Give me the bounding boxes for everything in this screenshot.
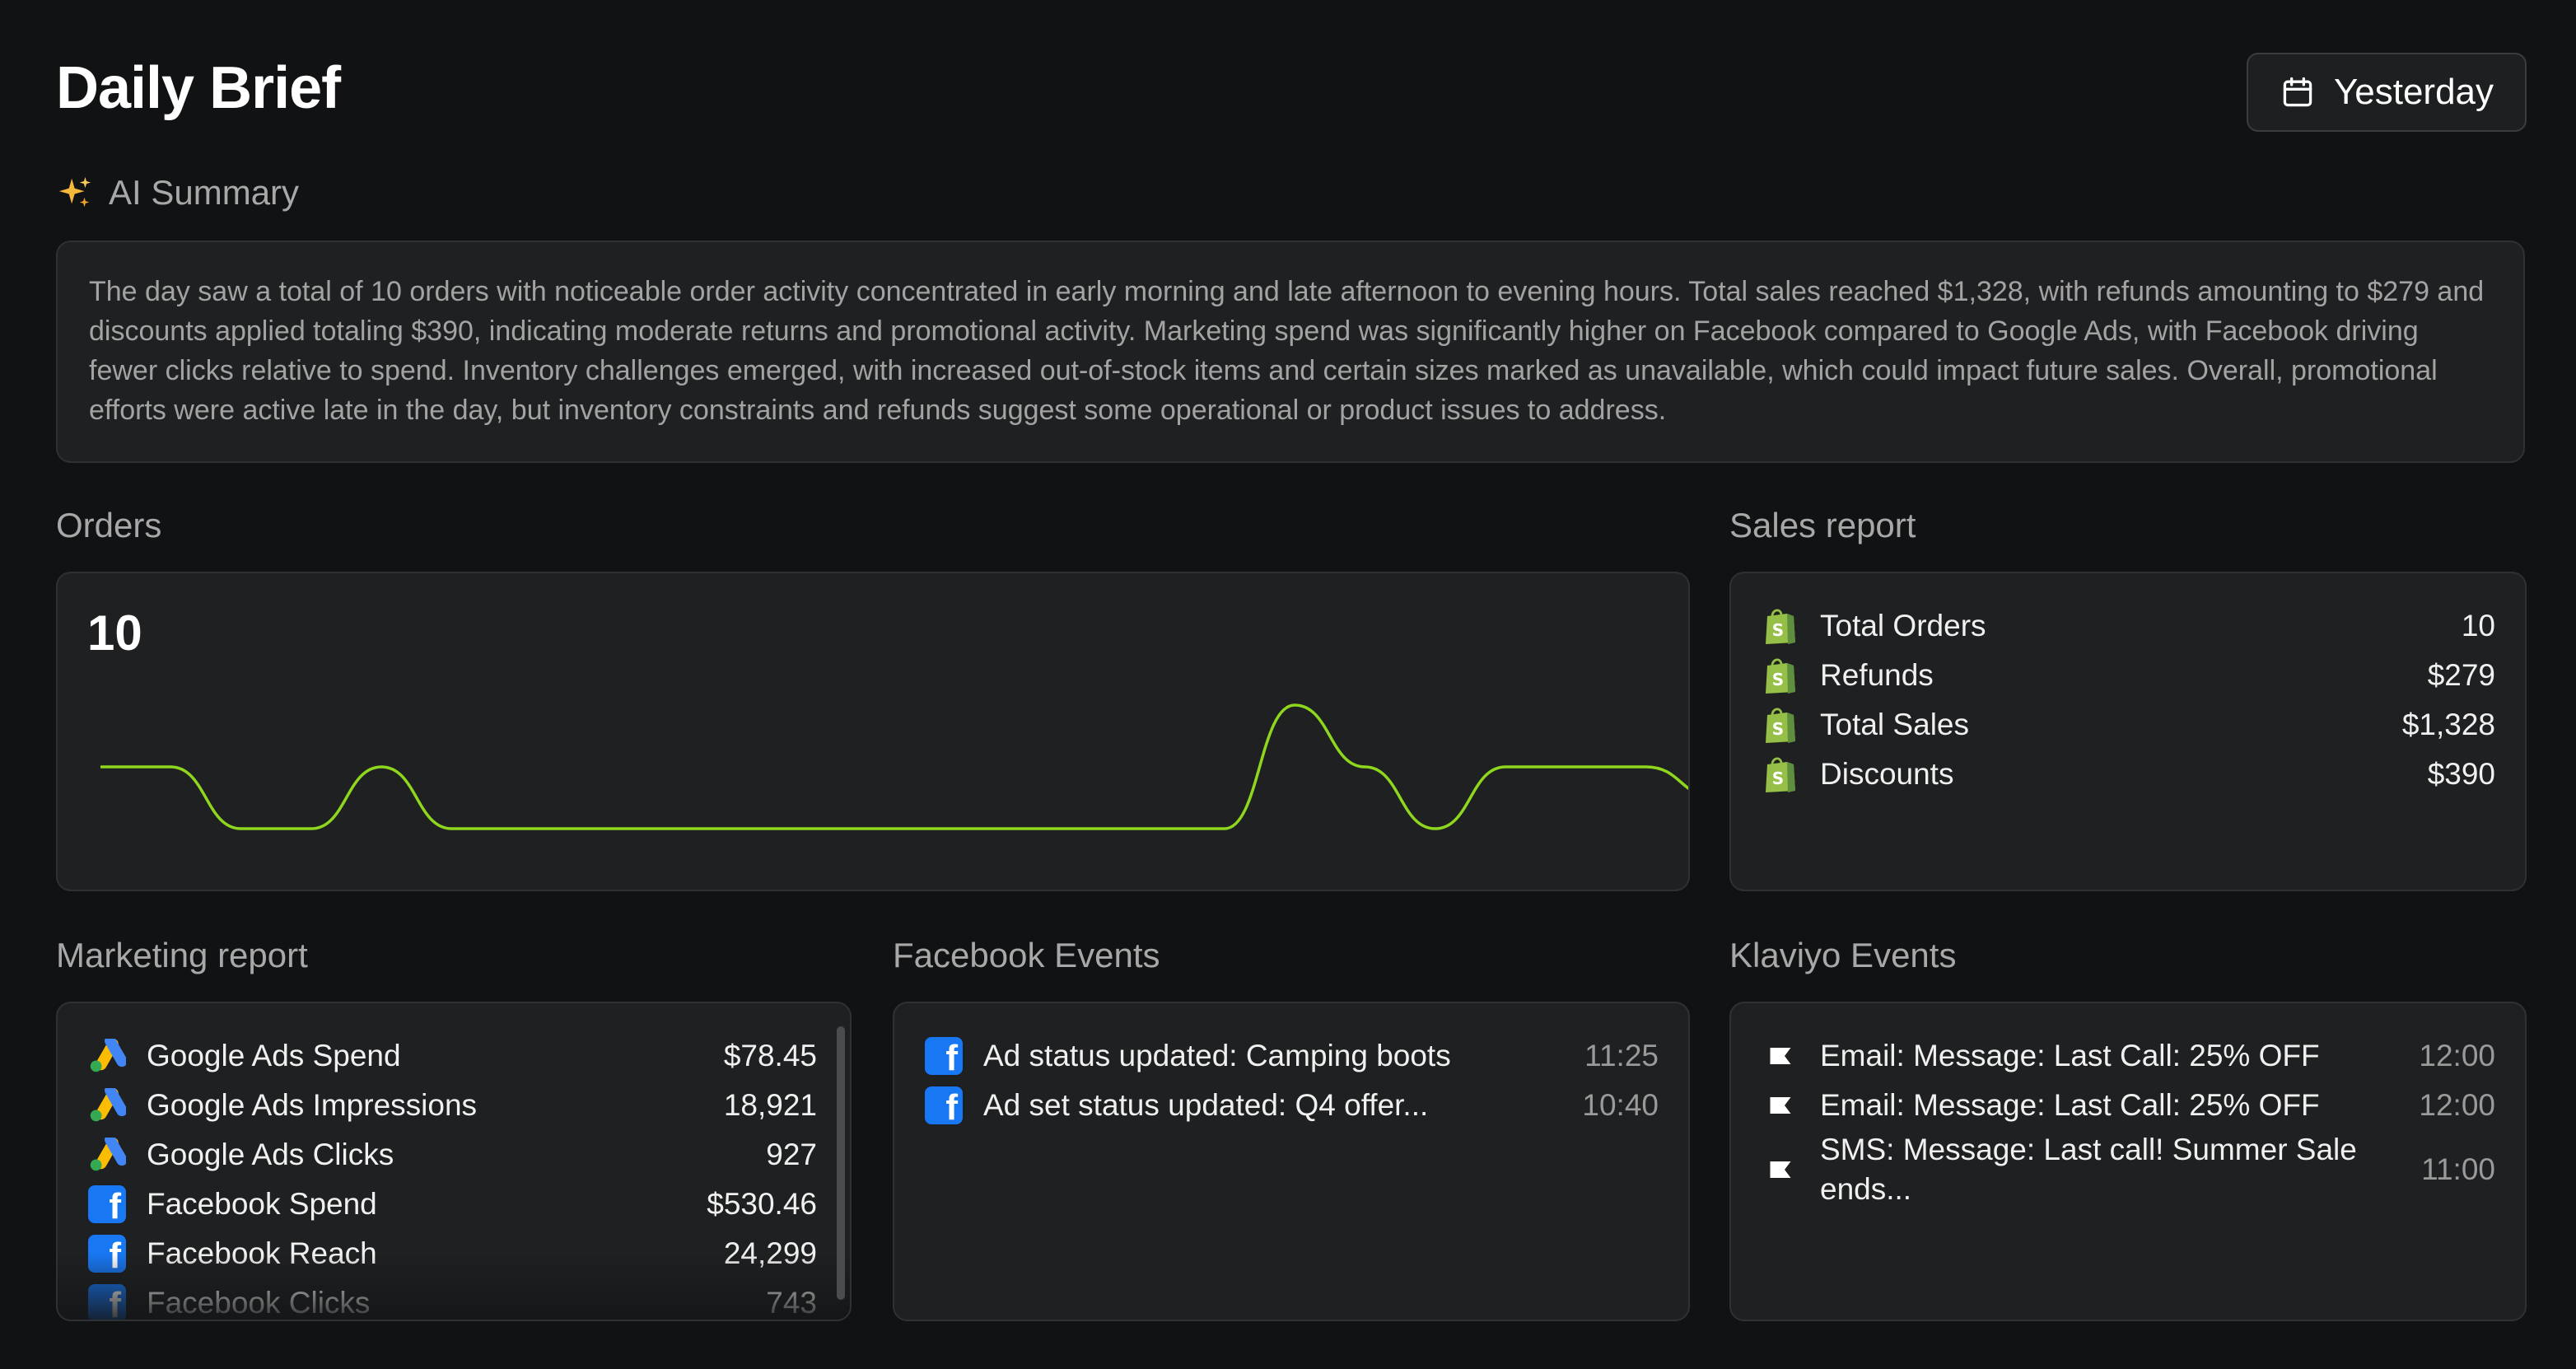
facebook-events-card: f Ad status updated: Camping boots 11:25… [893, 1002, 1690, 1321]
marketing-row-google-ads-clicks: Google Ads Clicks 927 [87, 1130, 817, 1180]
klaviyo-event-time: 11:00 [2421, 1152, 2495, 1186]
marketing-row-label: Facebook Clicks [147, 1286, 371, 1320]
marketing-row-value: 743 [766, 1286, 817, 1320]
sales-row-label: Discounts [1820, 757, 1954, 791]
calendar-icon [2283, 77, 2312, 107]
klaviyo-event-item[interactable]: Email: Message: Last Call: 25% OFF 12:00 [1761, 1081, 2495, 1130]
marketing-row-label: Google Ads Clicks [147, 1138, 394, 1171]
marketing-row-facebook-clicks: f Facebook Clicks 743 [87, 1278, 817, 1320]
marketing-report-card[interactable]: Google Ads Spend $78.45 Google Ads Impre… [56, 1002, 852, 1321]
facebook-icon: f [925, 1037, 963, 1075]
marketing-report-label: Marketing report [56, 936, 308, 974]
page-title: Daily Brief [56, 55, 341, 121]
date-range-label: Yesterday [2333, 72, 2494, 112]
svg-text:S: S [1772, 769, 1784, 788]
facebook-event-label: Ad status updated: Camping boots [983, 1039, 1451, 1072]
sales-report-list: S Total Orders 10 S Refunds $279 S Total… [1761, 601, 2495, 799]
sales-report-card: S Total Orders 10 S Refunds $279 S Total… [1729, 572, 2527, 891]
klaviyo-flag-icon [1761, 1086, 1800, 1125]
orders-section-label: Orders [56, 506, 162, 544]
ai-summary-card: The day saw a total of 10 orders with no… [56, 241, 2525, 463]
marketing-row-google-ads-impressions: Google Ads Impressions 18,921 [87, 1081, 817, 1130]
google-ads-icon [87, 1086, 127, 1125]
marketing-row-label: Facebook Reach [147, 1236, 377, 1270]
ai-summary-header: AI Summary [56, 173, 299, 213]
facebook-event-time: 10:40 [1582, 1088, 1659, 1122]
marketing-row-facebook-spend: f Facebook Spend $530.46 [87, 1180, 817, 1229]
sales-report-label: Sales report [1729, 506, 1916, 544]
sales-row-value: $390 [2427, 757, 2495, 791]
klaviyo-event-label: SMS: Message: Last call! Summer Sale end… [1820, 1133, 2357, 1206]
klaviyo-event-item[interactable]: SMS: Message: Last call! Summer Sale end… [1761, 1130, 2495, 1209]
marketing-row-label: Facebook Spend [147, 1187, 377, 1221]
ai-summary-text: The day saw a total of 10 orders with no… [89, 276, 2485, 426]
sales-row-label: Total Orders [1820, 609, 1986, 642]
klaviyo-event-time: 12:00 [2419, 1039, 2495, 1072]
facebook-events-label: Facebook Events [893, 936, 1160, 974]
date-range-button[interactable]: Yesterday [2247, 53, 2527, 132]
ai-summary-label: AI Summary [109, 173, 300, 212]
facebook-icon: f [88, 1284, 126, 1320]
sales-row-value: $279 [2427, 658, 2495, 692]
sales-row-value: $1,328 [2401, 708, 2495, 741]
google-ads-icon [87, 1036, 127, 1076]
marketing-row-value: $530.46 [707, 1187, 817, 1221]
sales-row-label: Total Sales [1820, 708, 1969, 741]
klaviyo-event-label: Email: Message: Last Call: 25% OFF [1820, 1039, 2320, 1072]
klaviyo-events-card: Email: Message: Last Call: 25% OFF 12:00… [1729, 1002, 2527, 1321]
klaviyo-events-list: Email: Message: Last Call: 25% OFF 12:00… [1761, 1031, 2495, 1209]
shopify-icon: S [1761, 656, 1800, 695]
facebook-icon: f [88, 1185, 126, 1223]
sales-row-discounts: S Discounts $390 [1761, 750, 2495, 799]
facebook-event-time: 11:25 [1584, 1039, 1659, 1072]
marketing-report-list: Google Ads Spend $78.45 Google Ads Impre… [87, 1031, 817, 1320]
sales-row-refunds: S Refunds $279 [1761, 651, 2495, 700]
orders-chart [100, 703, 1688, 830]
marketing-row-value: $78.45 [723, 1039, 817, 1072]
marketing-row-value: 927 [766, 1138, 817, 1171]
marketing-row-facebook-reach: f Facebook Reach 24,299 [87, 1229, 817, 1278]
shopify-icon: S [1761, 606, 1800, 646]
svg-text:S: S [1772, 620, 1784, 640]
klaviyo-event-time: 12:00 [2419, 1088, 2495, 1122]
marketing-row-google-ads-spend: Google Ads Spend $78.45 [87, 1031, 817, 1081]
facebook-events-list: f Ad status updated: Camping boots 11:25… [924, 1031, 1659, 1130]
facebook-icon: f [925, 1086, 963, 1124]
klaviyo-flag-icon [1761, 1036, 1800, 1076]
marketing-scrollbar[interactable] [837, 1026, 845, 1300]
facebook-event-item[interactable]: f Ad status updated: Camping boots 11:25 [924, 1031, 1659, 1081]
sales-row-label: Refunds [1820, 658, 1934, 692]
sales-row-total-sales: S Total Sales $1,328 [1761, 700, 2495, 750]
marketing-row-value: 24,299 [723, 1236, 817, 1270]
marketing-row-label: Google Ads Spend [147, 1039, 401, 1072]
facebook-event-item[interactable]: f Ad set status updated: Q4 offer... 10:… [924, 1081, 1659, 1130]
orders-count: 10 [87, 605, 142, 661]
klaviyo-events-label: Klaviyo Events [1729, 936, 1957, 974]
shopify-icon: S [1761, 705, 1800, 745]
shopify-icon: S [1761, 755, 1800, 794]
klaviyo-flag-icon [1761, 1150, 1800, 1189]
marketing-row-label: Google Ads Impressions [147, 1088, 478, 1122]
facebook-event-label: Ad set status updated: Q4 offer... [983, 1088, 1429, 1122]
marketing-row-value: 18,921 [723, 1088, 817, 1122]
orders-series-line [100, 703, 1688, 830]
google-ads-icon [87, 1135, 127, 1175]
sales-row-total-orders: S Total Orders 10 [1761, 601, 2495, 651]
klaviyo-event-item[interactable]: Email: Message: Last Call: 25% OFF 12:00 [1761, 1031, 2495, 1081]
facebook-icon: f [88, 1235, 126, 1273]
klaviyo-event-label: Email: Message: Last Call: 25% OFF [1820, 1088, 2320, 1122]
sparkles-icon [58, 176, 91, 208]
svg-text:S: S [1772, 670, 1784, 689]
sales-row-value: 10 [2461, 609, 2495, 642]
orders-card: 10 [56, 572, 1690, 891]
svg-text:S: S [1772, 719, 1784, 739]
